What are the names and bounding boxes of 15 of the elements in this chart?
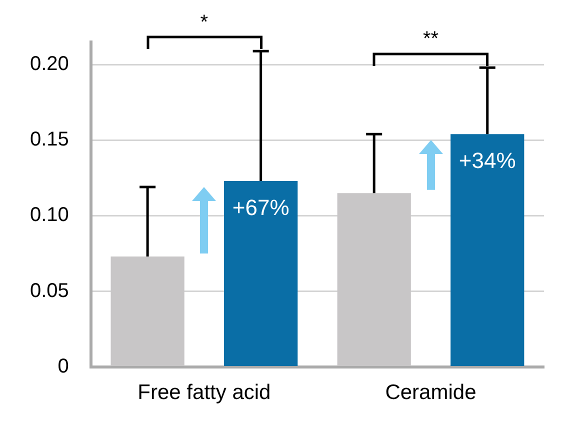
bar (110, 256, 184, 366)
y-tick-label: 0.20 (30, 53, 69, 76)
bar (450, 134, 524, 366)
annotation: +67% (232, 195, 290, 220)
annotation: +34% (458, 148, 516, 174)
annotation: ** (422, 28, 439, 50)
y-tick-label: 0.10 (30, 204, 69, 226)
text: * (200, 12, 208, 34)
y-tick-label: 0.05 (30, 280, 69, 302)
y-tick-label: 0 (58, 355, 69, 378)
bar (224, 180, 298, 366)
x-tick-label: Free fatty acid (138, 381, 271, 404)
x-tick-label: Ceramide (385, 381, 476, 404)
y-tick-label: 0.15 (30, 128, 69, 151)
bar (337, 193, 411, 366)
